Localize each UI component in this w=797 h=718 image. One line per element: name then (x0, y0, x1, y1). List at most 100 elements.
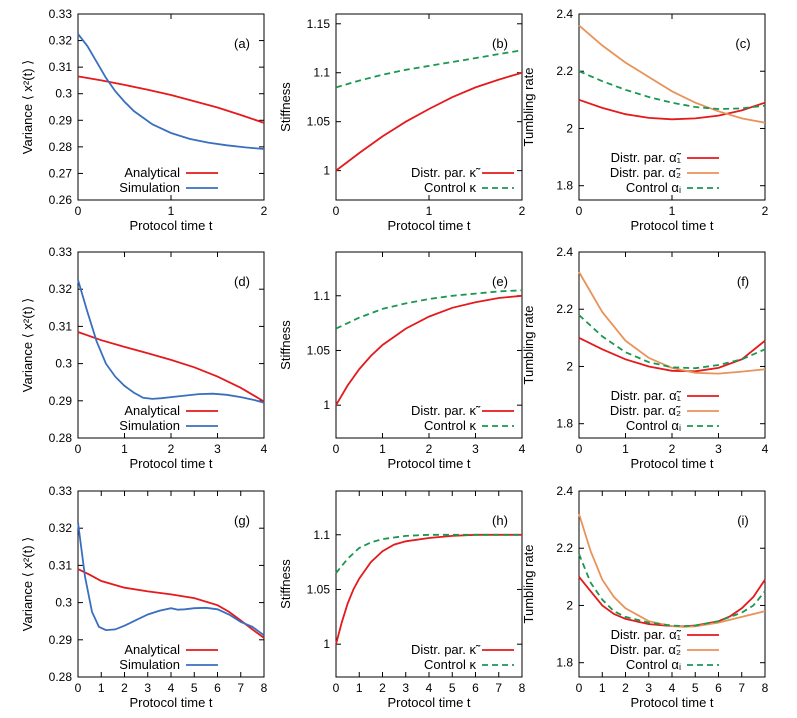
y-tick-label: 0.29 (49, 113, 73, 127)
x-tick-label: 1 (121, 442, 128, 456)
x-tick-label: 1 (168, 204, 175, 218)
y-axis-label: Tumbling rate (521, 68, 536, 147)
x-tick-label: 3 (472, 442, 479, 456)
x-tick-label: 2 (261, 204, 268, 218)
y-tick-label: 0.3 (55, 596, 72, 610)
x-tick-label: 5 (191, 681, 198, 695)
legend-label: Distr. par. κ̃ (411, 403, 481, 418)
legend-label: Control αᵢ (626, 657, 681, 672)
legend-label: Distr. par. α̃₂ (610, 642, 681, 657)
panel-label: (c) (735, 36, 750, 51)
y-tick-label: 0.32 (49, 521, 73, 535)
y-tick-label: 2 (566, 359, 573, 373)
legend-label: Control κ (424, 657, 477, 672)
x-tick-label: 4 (762, 442, 769, 456)
series-line-2 (335, 289, 523, 330)
x-tick-label: 4 (669, 681, 676, 695)
panel-b: 0 1 2 1 1.05 1.1 1.15 Protocol time t Stiffness (… (278, 13, 526, 233)
y-tick-label: 0.28 (49, 670, 73, 684)
y-tick-label: 1 (323, 398, 330, 412)
y-tick-label: 2.2 (556, 64, 573, 78)
x-tick-label: 3 (645, 681, 652, 695)
x-tick-label: 4 (426, 681, 433, 695)
y-tick-label: 1.1 (313, 289, 330, 303)
x-tick-label: 3 (144, 681, 151, 695)
panel-label: (h) (492, 513, 508, 528)
x-tick-label: 0 (576, 204, 583, 218)
x-axis-label: Protocol time t (630, 218, 713, 233)
y-tick-label: 1.1 (313, 528, 330, 542)
y-tick-label: 2.2 (556, 302, 573, 316)
y-tick-label: 1 (323, 164, 330, 178)
y-tick-label: 2 (566, 598, 573, 612)
y-tick-label: 0.31 (49, 558, 73, 572)
panel-label: (b) (492, 36, 508, 51)
panel-label: (d) (234, 274, 250, 289)
y-tick-label: 0.28 (49, 140, 73, 154)
y-tick-label: 2.4 (556, 245, 573, 259)
legend-label: Analytical (124, 403, 180, 418)
legend-label: Distr. par. κ̃ (411, 642, 481, 657)
panel-e: 0 1 2 3 4 1 1.05 1.1 Protocol time t Stiffness (e)… (278, 251, 526, 471)
y-tick-label: 0.32 (49, 34, 73, 48)
x-tick-label: 1 (622, 442, 629, 456)
x-tick-label: 3 (214, 442, 221, 456)
x-axis-label: Protocol time t (630, 456, 713, 471)
panel-f: 0 1 2 3 4 1.8 2 2.2 2.4 Protocol time t Tumbling r… (521, 245, 769, 471)
legend-label: Distr. par. α̃₂ (610, 165, 681, 180)
x-tick-label: 2 (121, 681, 128, 695)
x-tick-label: 7 (495, 681, 502, 695)
legend-label: Distr. par. α̃₁ (611, 150, 682, 165)
y-tick-label: 1.8 (556, 656, 573, 670)
panel-g: 0 1 2 3 4 5 6 7 8 0.28 0.29 0.3 0.31 0.32 0.33 Protocol… (20, 484, 268, 710)
legend-label: Distr. par. α̃₁ (611, 388, 682, 403)
y-tick-label: 1.8 (556, 417, 573, 431)
x-tick-label: 2 (379, 681, 386, 695)
x-tick-label: 4 (168, 681, 175, 695)
x-tick-label: 2 (426, 442, 433, 456)
x-tick-label: 7 (738, 681, 745, 695)
panel-d: 0 1 2 3 4 0.28 0.29 0.3 0.31 0.32 0.33 Protocol tim… (20, 245, 268, 471)
panel-h: 0 1 2 3 4 5 6 7 8 1 1.05 1.1 Protocol time t Stiffnes… (278, 490, 526, 710)
x-tick-label: 1 (669, 204, 676, 218)
x-tick-label: 5 (449, 681, 456, 695)
legend-label: Analytical (124, 165, 180, 180)
y-tick-label: 1.15 (307, 17, 331, 31)
legend-label: Control αᵢ (626, 180, 681, 195)
x-tick-label: 4 (261, 442, 268, 456)
y-axis-label: Variance ⟨ x²(t) ⟩ (20, 298, 35, 392)
x-tick-label: 2 (762, 204, 769, 218)
series-line-2 (77, 279, 265, 404)
x-tick-label: 0 (576, 442, 583, 456)
panel-label: (i) (737, 513, 749, 528)
x-axis-label: Protocol time t (129, 695, 212, 710)
y-axis-label: Stiffness (278, 559, 293, 609)
x-tick-label: 0 (333, 204, 340, 218)
series-line-1 (77, 331, 265, 403)
x-tick-label: 0 (75, 681, 82, 695)
y-tick-label: 0.31 (49, 319, 73, 333)
legend-label: Control κ (424, 180, 477, 195)
x-tick-label: 2 (168, 442, 175, 456)
panel-label: (e) (492, 274, 508, 289)
series-line-3 (578, 314, 766, 370)
y-tick-label: 2 (566, 121, 573, 135)
panel-c: 0 1 2 1.8 2 2.2 2.4 Protocol time t Tumbling rat… (521, 7, 769, 233)
x-tick-label: 3 (715, 442, 722, 456)
x-tick-label: 1 (599, 681, 606, 695)
x-tick-label: 4 (519, 442, 526, 456)
series-line-1 (335, 294, 523, 406)
x-tick-label: 1 (426, 204, 433, 218)
legend-label: Analytical (124, 642, 180, 657)
y-axis-label: Variance ⟨ x²(t) ⟩ (20, 537, 35, 631)
y-tick-label: 0.26 (49, 193, 73, 207)
series-line-1 (578, 98, 766, 121)
series-line-2 (77, 522, 265, 637)
series-line-1 (335, 533, 522, 645)
y-tick-label: 0.28 (49, 431, 73, 445)
legend-label: Distr. par. α̃₂ (610, 403, 681, 418)
x-tick-label: 6 (472, 681, 479, 695)
x-tick-label: 0 (75, 204, 82, 218)
y-axis-label: Tumbling rate (521, 545, 536, 624)
